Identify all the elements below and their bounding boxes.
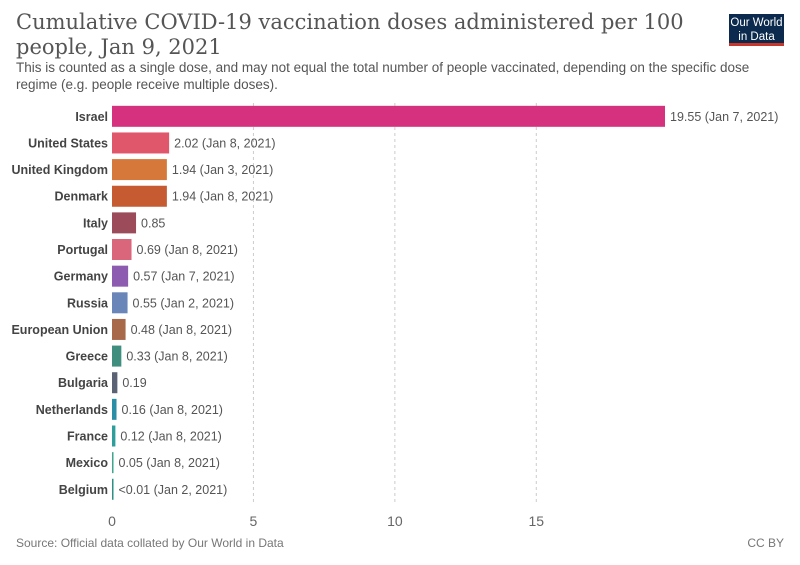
logo-line-2: in Data xyxy=(738,31,775,43)
logo-line-1: Our World xyxy=(730,17,783,29)
category-label: Russia xyxy=(67,296,109,310)
category-label: Netherlands xyxy=(36,403,108,417)
category-label: Germany xyxy=(54,270,108,284)
value-label: 0.57 (Jan 7, 2021) xyxy=(133,270,234,284)
value-label: 0.16 (Jan 8, 2021) xyxy=(122,403,223,417)
value-label: 0.05 (Jan 8, 2021) xyxy=(119,456,220,470)
value-label: 0.33 (Jan 8, 2021) xyxy=(126,350,227,364)
bar xyxy=(112,478,114,500)
chart-title: Cumulative COVID-19 vaccination doses ad… xyxy=(16,10,684,59)
bar xyxy=(112,265,129,287)
bar xyxy=(112,212,137,234)
bar xyxy=(112,185,167,207)
bar xyxy=(112,452,114,474)
bar xyxy=(112,318,126,340)
value-label: 0.12 (Jan 8, 2021) xyxy=(120,430,221,444)
x-tick-label: 15 xyxy=(529,513,545,529)
category-label: Italy xyxy=(83,216,108,230)
bar xyxy=(112,372,118,394)
category-label: Israel xyxy=(75,110,108,124)
bar xyxy=(112,159,167,181)
category-label: European Union xyxy=(11,323,108,337)
category-label: Denmark xyxy=(55,190,109,204)
bar xyxy=(112,345,122,367)
category-label: Mexico xyxy=(66,456,109,470)
category-label: United States xyxy=(28,136,108,150)
value-label: 0.85 xyxy=(141,216,165,230)
value-label: 1.94 (Jan 3, 2021) xyxy=(172,163,273,177)
value-label: 0.69 (Jan 8, 2021) xyxy=(137,243,238,257)
x-tick-label: 0 xyxy=(108,513,116,529)
category-label: United Kingdom xyxy=(11,163,108,177)
license-note[interactable]: CC BY xyxy=(747,536,784,550)
value-label: 0.19 xyxy=(122,376,146,390)
bar xyxy=(112,105,665,127)
owid-logo[interactable]: Our World in Data xyxy=(729,14,784,46)
value-label: 0.55 (Jan 2, 2021) xyxy=(133,296,234,310)
chart-subtitle: This is counted as a single dose, and ma… xyxy=(16,60,750,92)
x-tick-label: 10 xyxy=(387,513,403,529)
value-label: 0.48 (Jan 8, 2021) xyxy=(131,323,232,337)
x-tick-label: 5 xyxy=(250,513,258,529)
bar xyxy=(112,132,170,154)
source-note: Source: Official data collated by Our Wo… xyxy=(16,536,284,550)
value-label: 19.55 (Jan 7, 2021) xyxy=(670,110,778,124)
category-label: Greece xyxy=(66,350,108,364)
bar xyxy=(112,292,128,314)
bar xyxy=(112,239,132,261)
category-label: Belgium xyxy=(59,483,108,497)
category-label: France xyxy=(67,430,108,444)
category-label: Bulgaria xyxy=(58,376,109,390)
bar xyxy=(112,425,116,447)
value-label: 2.02 (Jan 8, 2021) xyxy=(174,136,275,150)
bar xyxy=(112,398,117,420)
value-label: <0.01 (Jan 2, 2021) xyxy=(119,483,228,497)
value-label: 1.94 (Jan 8, 2021) xyxy=(172,190,273,204)
category-label: Portugal xyxy=(57,243,108,257)
